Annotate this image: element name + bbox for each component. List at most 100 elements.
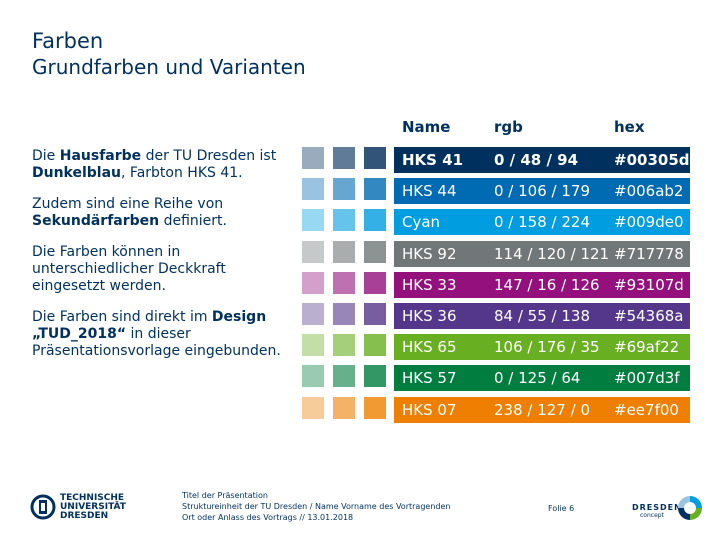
intro-text: Die Hausfarbe der TU Dresden ist Dunkelb… <box>32 148 302 374</box>
intro-paragraph: Zudem sind eine Reihe von Sekundärfarben… <box>32 196 302 230</box>
intro-text-run: Die Farben sind direkt im <box>32 309 212 325</box>
footer-info: Titel der Präsentation Struktureinheit d… <box>182 490 450 523</box>
color-tint-swatch <box>364 396 386 419</box>
title-subtitle: Grundfarben und Varianten <box>32 55 306 79</box>
tu-logo-icon <box>30 494 56 520</box>
color-name: HKS 57 <box>402 369 457 388</box>
color-hex: #ee7f00 <box>614 400 679 419</box>
intro-text-run: definiert. <box>159 213 227 229</box>
color-name: HKS 92 <box>402 244 457 263</box>
footer-occasion: Ort oder Anlass des Vortrags // 13.01.20… <box>182 513 354 522</box>
intro-text-run: Zudem sind eine Reihe von <box>32 196 224 212</box>
page-title: Farben Grundfarben und Varianten <box>32 28 306 80</box>
color-tint-swatch <box>364 147 386 169</box>
color-rgb: 0 / 106 / 179 <box>494 182 590 201</box>
color-tint-swatch <box>302 209 324 232</box>
intro-paragraph: Die Farben sind direkt im Design „TUD_20… <box>32 309 302 360</box>
dresden-logo-name: DRESDEN <box>632 503 682 512</box>
intro-text-run: Die Farben können in unterschiedlicher D… <box>32 244 226 294</box>
header-hex: hex <box>614 118 645 136</box>
color-band: HKS 07 238 / 127 / 0 #ee7f00 <box>394 396 690 423</box>
tu-dresden-logo: TECHNISCHE UNIVERSITÄT DRESDEN <box>30 494 130 524</box>
color-tint-swatch <box>302 240 324 263</box>
color-rgb: 114 / 120 / 121 <box>494 244 610 263</box>
color-tint-swatch <box>364 209 386 232</box>
footer-presentation-title: Titel der Präsentation <box>182 491 268 500</box>
color-band: HKS 44 0 / 106 / 179 #006ab2 <box>394 178 690 205</box>
color-tint-swatch <box>333 209 355 232</box>
color-hex: #69af22 <box>614 338 680 357</box>
color-tint-swatch <box>364 178 386 201</box>
color-band: HKS 92 114 / 120 / 121 #717778 <box>394 240 690 267</box>
color-tint-swatch <box>364 365 386 388</box>
color-hex: #006ab2 <box>614 182 684 201</box>
color-tint-swatch <box>333 365 355 388</box>
logo-line-3: DRESDEN <box>60 511 109 521</box>
color-hex: #007d3f <box>614 369 680 388</box>
intro-text-run: Hausfarbe <box>59 148 142 164</box>
dresden-logo-sub: concept <box>640 512 664 519</box>
intro-text-run: Sekundärfarben <box>32 213 160 229</box>
color-rgb: 84 / 55 / 138 <box>494 307 590 325</box>
color-tint-swatch <box>333 303 355 325</box>
color-name: HKS 44 <box>402 182 457 201</box>
color-tint-swatch <box>302 178 324 201</box>
color-tint-swatch <box>333 396 355 419</box>
color-name: HKS 41 <box>402 151 464 169</box>
color-tint-swatch <box>302 271 324 294</box>
color-hex: #009de0 <box>614 213 684 232</box>
color-name: HKS 07 <box>402 400 457 419</box>
footer-page-number: Folie 6 <box>548 504 575 513</box>
color-hex: #93107d <box>614 275 684 294</box>
color-band: Cyan 0 / 158 / 224 #009de0 <box>394 209 690 236</box>
color-rgb: 0 / 158 / 224 <box>494 213 590 232</box>
intro-paragraph: Die Hausfarbe der TU Dresden ist Dunkelb… <box>32 148 302 182</box>
color-hex: #00305d <box>614 151 690 169</box>
color-tint-swatch <box>333 147 355 169</box>
color-tint-swatch <box>302 147 324 169</box>
color-band: HKS 65 106 / 176 / 35 #69af22 <box>394 334 690 361</box>
color-tint-swatch <box>364 303 386 325</box>
color-tint-swatch <box>333 334 355 357</box>
title-main: Farben <box>32 29 104 53</box>
color-name: HKS 65 <box>402 338 457 357</box>
dresden-concept-icon <box>678 496 702 520</box>
color-rgb: 238 / 127 / 0 <box>494 400 590 419</box>
logo-line-2: UNIVERSITÄT <box>60 502 126 512</box>
color-tint-swatch <box>364 271 386 294</box>
color-band: HKS 57 0 / 125 / 64 #007d3f <box>394 365 690 392</box>
color-rgb: 147 / 16 / 126 <box>494 275 600 294</box>
color-hex: #717778 <box>614 244 684 263</box>
intro-text-run: der TU Dresden ist <box>141 148 277 164</box>
intro-text-run: Dunkelblau <box>32 165 122 181</box>
intro-text-run: Design „TUD_2018“ <box>32 309 267 342</box>
color-hex: #54368a <box>614 307 684 325</box>
intro-text-run: Die <box>32 148 60 164</box>
logo-line-1: TECHNISCHE <box>60 493 125 503</box>
color-rgb: 106 / 176 / 35 <box>494 338 600 357</box>
color-name: HKS 36 <box>402 307 457 325</box>
color-tint-swatch <box>333 178 355 201</box>
intro-text-run: in dieser Präsentationsvorlage eingebund… <box>32 326 281 359</box>
color-tint-swatch <box>364 334 386 357</box>
color-band: HKS 33 147 / 16 / 126 #93107d <box>394 271 690 298</box>
color-tint-swatch <box>333 271 355 294</box>
color-tint-swatch <box>302 365 324 388</box>
color-rgb: 0 / 48 / 94 <box>494 151 579 169</box>
color-name: Cyan <box>402 213 441 232</box>
color-tint-swatch <box>302 334 324 357</box>
color-name: HKS 33 <box>402 275 457 294</box>
color-band: HKS 41 0 / 48 / 94 #00305d <box>394 147 690 173</box>
intro-paragraph: Die Farben können in unterschiedlicher D… <box>32 244 302 295</box>
color-tint-swatch <box>364 240 386 263</box>
color-tint-swatch <box>302 396 324 419</box>
color-rgb: 0 / 125 / 64 <box>494 369 581 388</box>
color-tint-swatch <box>333 240 355 263</box>
color-tint-swatch <box>302 303 324 325</box>
header-rgb: rgb <box>494 118 523 136</box>
intro-text-run: , Farbton HKS 41. <box>121 165 243 181</box>
color-band: HKS 36 84 / 55 / 138 #54368a <box>394 303 690 329</box>
footer-unit: Struktureinheit der TU Dresden / Name Vo… <box>182 502 451 511</box>
header-name: Name <box>402 118 451 136</box>
dresden-concept-logo: DRESDEN concept <box>632 492 704 526</box>
